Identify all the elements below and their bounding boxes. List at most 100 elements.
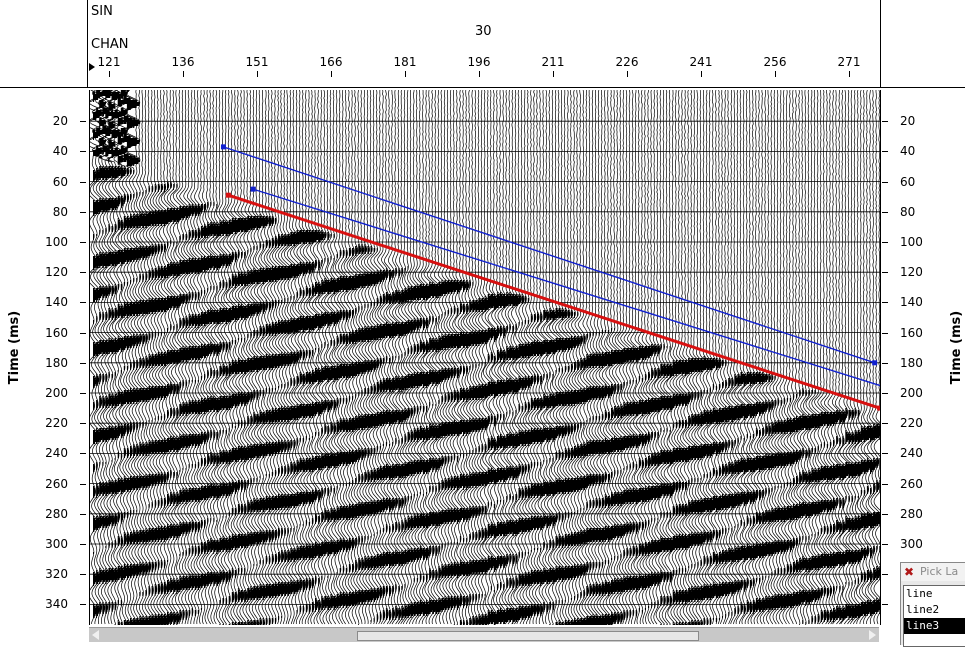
scroll-left-arrow-icon[interactable]: [92, 630, 99, 640]
wiggle-trace-fill: [194, 204, 201, 616]
pick-handle-line3-start[interactable]: [220, 144, 226, 150]
pick-layer-item-selected[interactable]: line3: [904, 618, 965, 634]
wiggle-trace: [398, 90, 411, 625]
wiggle-trace-fill: [160, 184, 167, 625]
close-icon[interactable]: ✖: [904, 565, 915, 579]
wiggle-trace-fill: [228, 220, 235, 625]
wiggle-trace-fill: [691, 358, 698, 625]
seismic-plot-svg[interactable]: [90, 90, 880, 625]
wiggle-trace: [749, 90, 763, 625]
wiggle-trace: [225, 90, 239, 625]
left-time-label: 260: [45, 476, 68, 491]
chan-marker-icon: [89, 63, 95, 71]
wiggle-trace-fill: [231, 218, 238, 625]
right-time-tick: [882, 362, 888, 364]
pick-handle-line-start[interactable]: [225, 192, 231, 198]
pick-line-line3[interactable]: [223, 146, 875, 364]
wiggle-trace-fill: [697, 358, 704, 625]
left-time-label: 220: [45, 416, 68, 431]
right-time-tick: [882, 272, 888, 274]
scroll-right-arrow-icon[interactable]: [869, 630, 876, 640]
channel-tick: [257, 71, 258, 77]
wiggle-trace-fill: [641, 346, 648, 614]
pick-line-line2[interactable]: [252, 188, 880, 387]
scroll-thumb[interactable]: [357, 631, 699, 641]
wiggle-trace-fill: [176, 184, 182, 625]
wiggle-trace: [796, 90, 809, 625]
wiggle-trace: [564, 90, 577, 625]
wiggle-trace-fill: [718, 358, 725, 620]
pick-layer-item[interactable]: line: [906, 587, 933, 600]
wiggle-trace-fill: [102, 90, 110, 616]
wiggle-trace-fill: [549, 308, 555, 625]
wiggle-trace: [438, 90, 451, 625]
wiggle-trace-fill: [789, 398, 796, 608]
wiggle-trace-fill: [99, 100, 107, 614]
wiggle-trace: [203, 90, 216, 625]
seismic-plot-area[interactable]: [89, 90, 881, 625]
wiggle-trace: [330, 90, 343, 625]
channel-tick: [849, 71, 850, 77]
pick-handle-line2-start[interactable]: [250, 186, 256, 192]
wiggle-trace: [528, 90, 541, 625]
wiggle-trace-fill: [663, 344, 669, 625]
pick-line-line[interactable]: [227, 193, 880, 410]
wiggle-trace: [728, 90, 741, 625]
wiggle-trace: [116, 90, 132, 625]
right-time-label: 220: [900, 416, 923, 431]
wiggle-trace: [848, 90, 861, 625]
wiggle-trace-fill: [342, 250, 349, 608]
wiggle-trace-fill: [685, 360, 691, 625]
right-time-tick: [882, 332, 888, 334]
left-time-label: 200: [45, 386, 68, 400]
wiggle-trace: [731, 90, 744, 625]
wiggle-trace-fill: [348, 248, 355, 606]
wiggle-trace: [466, 90, 479, 625]
pick-layer-item[interactable]: line2: [906, 603, 940, 616]
wiggle-trace-fill: [475, 300, 481, 625]
pick-lines[interactable]: [220, 144, 880, 411]
wiggle-trace-fill: [709, 358, 716, 625]
wiggle-trace: [308, 90, 321, 625]
wiggle-trace: [216, 90, 229, 625]
right-time-label: 160: [900, 325, 923, 340]
horizontal-scrollbar[interactable]: [89, 627, 879, 642]
wiggle-trace-fill: [352, 248, 358, 606]
wiggle-trace-fill: [373, 248, 380, 622]
wiggle-trace: [324, 90, 337, 625]
wiggle-trace: [122, 90, 138, 625]
pick-layers-list[interactable]: line line2 line3: [903, 585, 965, 647]
wiggle-trace: [469, 90, 482, 625]
wiggle-trace-fill: [574, 312, 580, 625]
left-time-tick: [80, 574, 86, 576]
wiggle-trace-fill: [481, 298, 487, 625]
wiggle-trace: [799, 90, 812, 624]
wiggle-trace-fill: [857, 410, 864, 618]
left-time-tick: [80, 272, 86, 274]
wiggle-trace: [768, 90, 781, 625]
wiggle-trace-fill: [179, 206, 185, 622]
wiggle-trace: [231, 90, 245, 625]
wiggle-trace-fill: [595, 332, 601, 625]
channel-tick: [553, 71, 554, 77]
wiggle-trace-fill: [666, 346, 672, 625]
wiggle-trace: [206, 90, 219, 625]
wiggle-trace-fill: [253, 216, 259, 625]
wiggle-trace: [351, 90, 365, 625]
channel-label: 166: [319, 55, 343, 69]
wiggle-trace-fill: [638, 346, 645, 612]
right-time-tick: [882, 121, 888, 123]
wiggle-trace: [820, 90, 833, 625]
pick-handle-line3-end[interactable]: [872, 360, 878, 366]
wiggle-trace: [824, 90, 836, 625]
wiggle-trace-fill: [771, 374, 777, 610]
pick-handle-line-end[interactable]: [877, 405, 880, 411]
wiggle-trace-fill: [694, 358, 701, 625]
wiggle-trace: [404, 90, 417, 625]
wiggle-trace: [697, 90, 710, 625]
wiggle-trace: [454, 90, 467, 625]
wiggle-trace: [429, 90, 442, 625]
left-time-label: 340: [45, 597, 68, 612]
wiggle-trace-fill: [768, 374, 774, 612]
wiggle-trace-fill: [250, 216, 256, 625]
